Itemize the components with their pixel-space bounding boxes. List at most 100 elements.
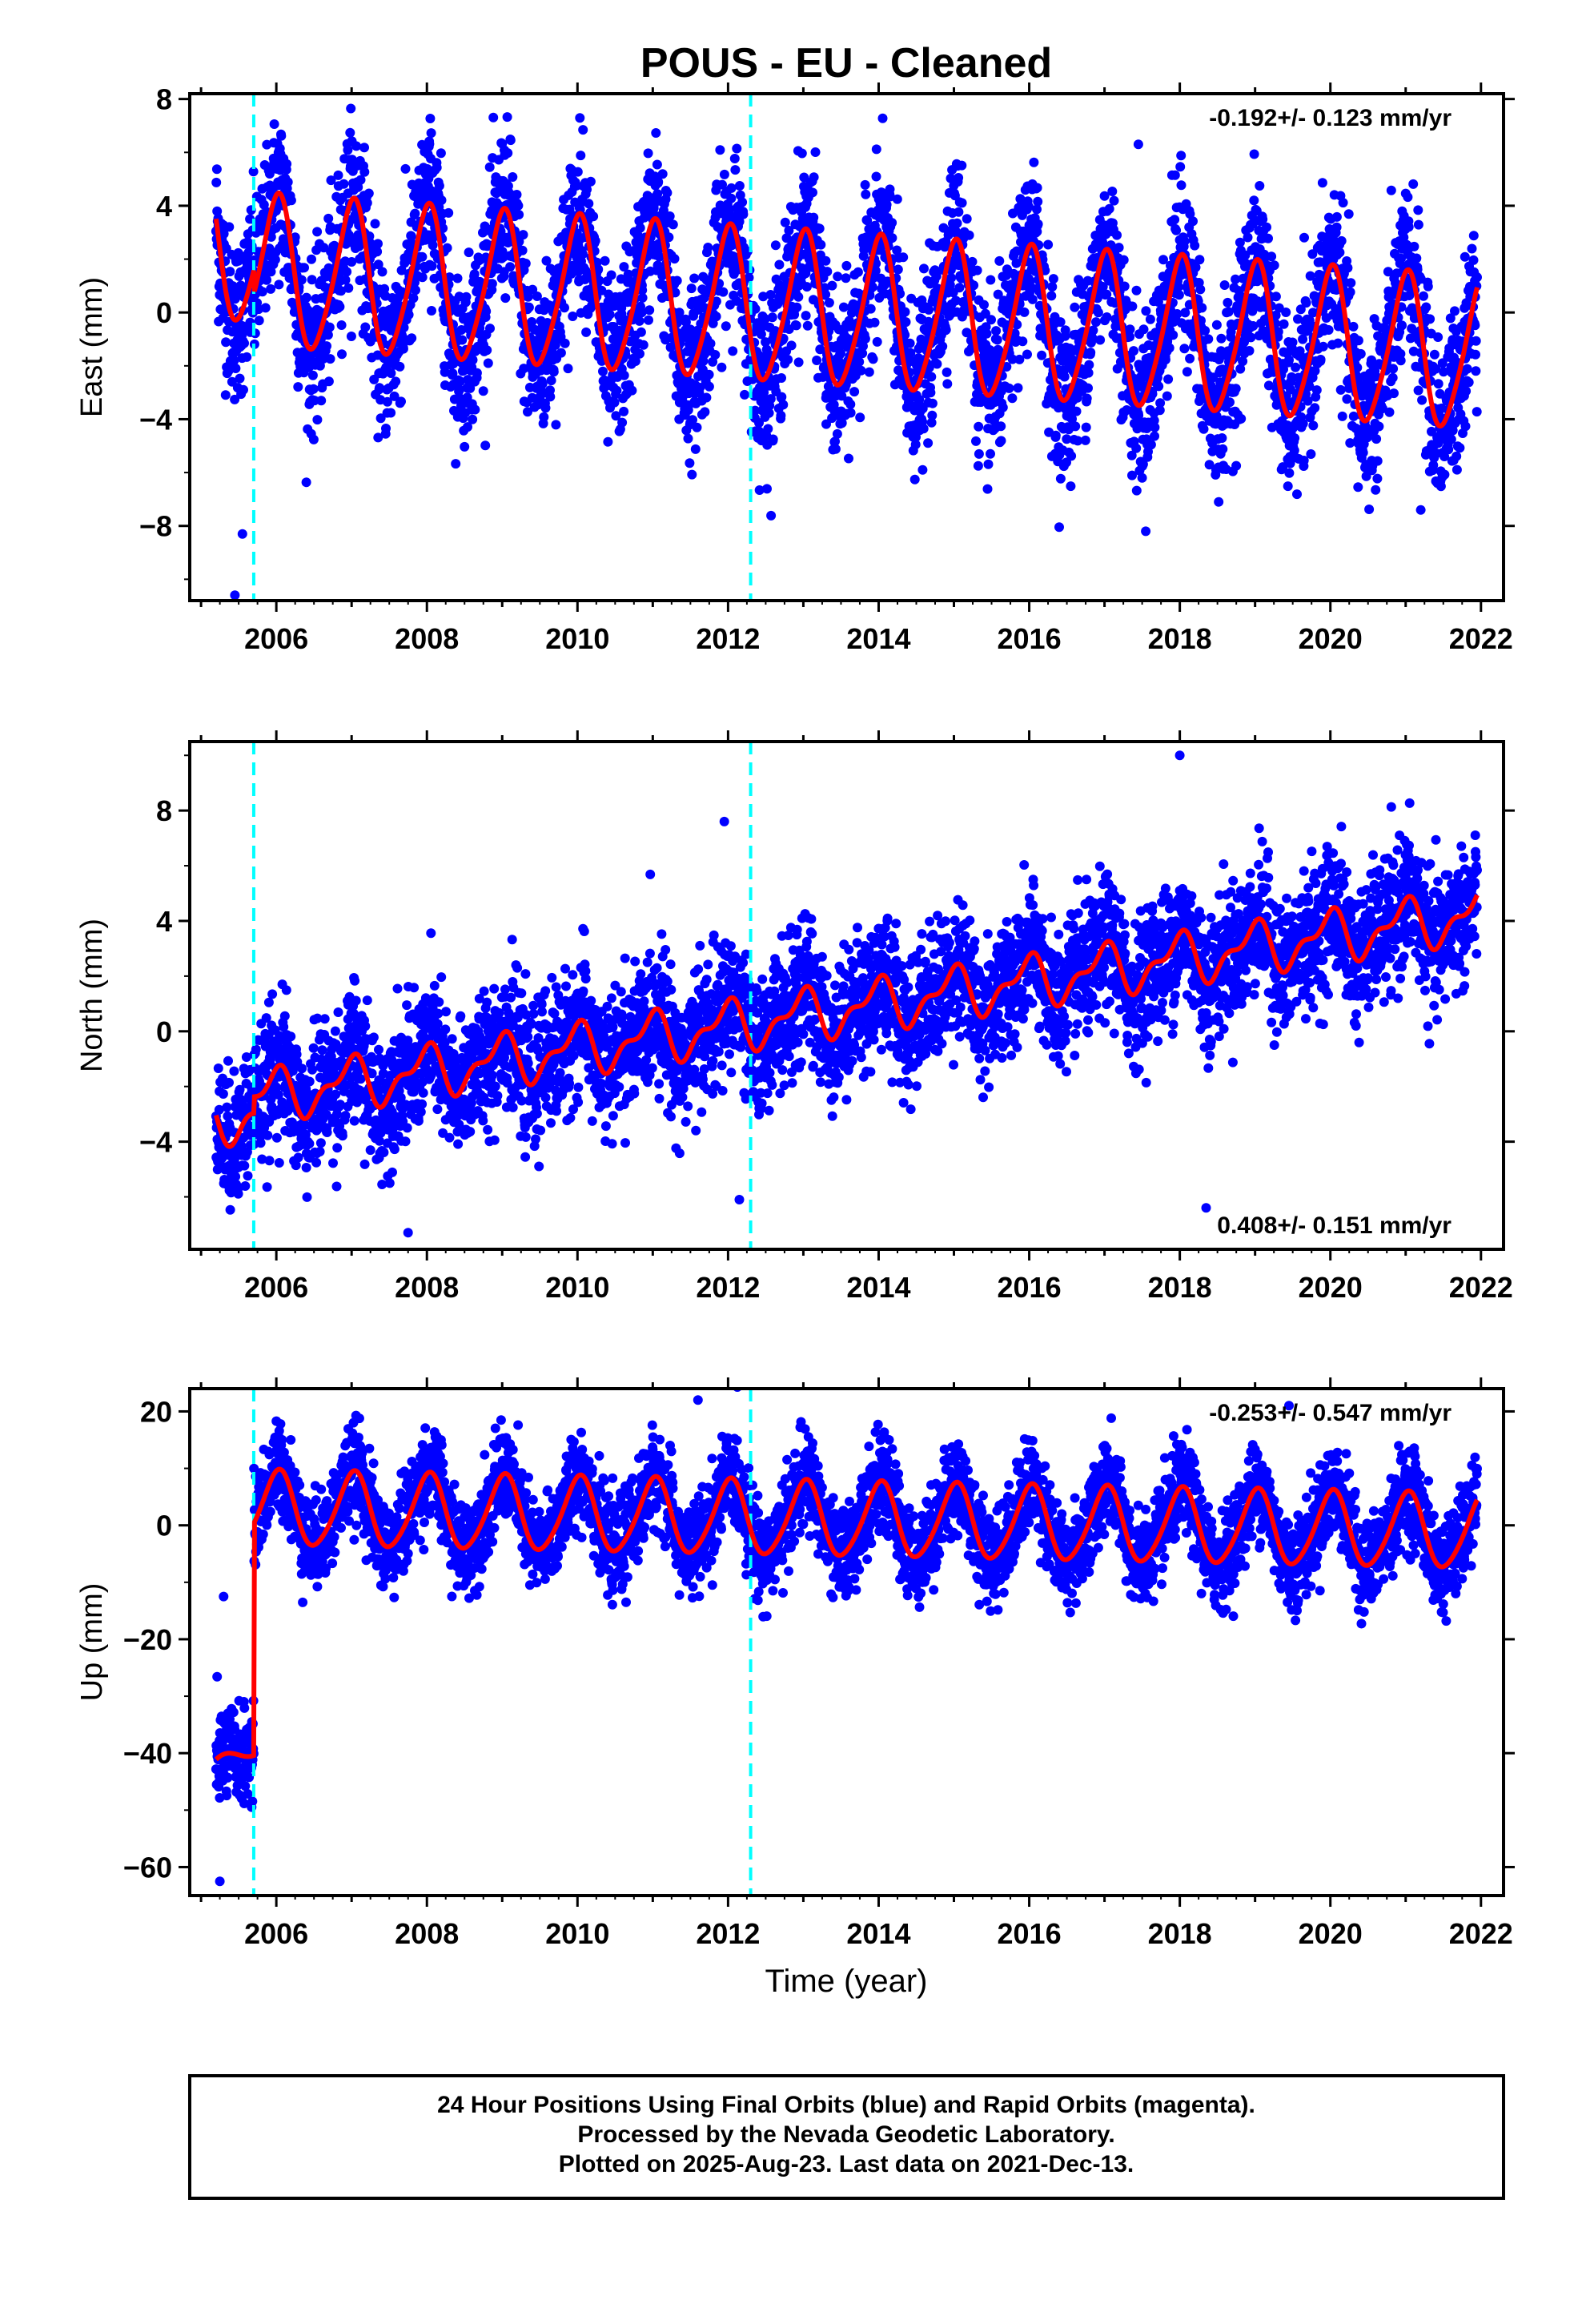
data-point bbox=[355, 175, 366, 185]
data-point bbox=[448, 368, 458, 379]
data-point bbox=[1082, 393, 1092, 404]
data-point bbox=[1027, 294, 1038, 304]
data-point bbox=[1421, 302, 1431, 312]
data-point bbox=[1335, 247, 1345, 258]
data-point bbox=[973, 460, 983, 471]
data-point bbox=[259, 199, 269, 210]
data-point bbox=[309, 396, 319, 406]
data-point bbox=[830, 444, 841, 454]
data-point bbox=[1197, 303, 1207, 313]
data-point bbox=[578, 125, 588, 135]
data-point bbox=[606, 270, 616, 280]
data-point bbox=[1018, 336, 1028, 347]
data-point bbox=[871, 171, 881, 182]
data-point bbox=[560, 338, 570, 348]
data-point bbox=[523, 407, 532, 417]
data-point bbox=[1291, 362, 1301, 372]
data-point bbox=[230, 394, 240, 404]
data-point bbox=[266, 267, 276, 277]
data-point bbox=[1471, 349, 1480, 360]
data-point bbox=[319, 243, 329, 253]
data-point bbox=[524, 302, 534, 312]
data-point bbox=[858, 341, 868, 352]
data-point bbox=[514, 210, 524, 219]
data-point bbox=[967, 256, 978, 267]
data-point bbox=[225, 267, 235, 277]
data-point bbox=[375, 383, 384, 393]
data-point bbox=[1267, 251, 1277, 262]
data-point bbox=[347, 257, 357, 267]
data-point bbox=[644, 305, 655, 316]
data-point bbox=[717, 179, 727, 190]
data-point bbox=[563, 364, 573, 374]
data-point bbox=[1342, 394, 1352, 404]
data-point bbox=[845, 408, 856, 418]
data-point bbox=[1170, 215, 1180, 225]
data-point bbox=[781, 233, 792, 243]
data-point bbox=[603, 436, 613, 447]
data-point bbox=[830, 436, 840, 447]
data-point bbox=[1408, 179, 1419, 189]
data-point bbox=[1019, 307, 1030, 317]
data-point bbox=[1374, 421, 1384, 432]
data-point bbox=[734, 181, 745, 191]
data-point bbox=[323, 330, 333, 340]
data-point bbox=[1231, 460, 1242, 471]
outlier-point bbox=[1133, 139, 1143, 150]
data-point bbox=[780, 217, 790, 227]
data-point bbox=[1179, 236, 1190, 247]
data-point bbox=[604, 309, 615, 320]
data-point bbox=[738, 209, 749, 219]
data-point bbox=[333, 170, 343, 180]
data-point bbox=[777, 373, 786, 383]
data-point bbox=[732, 143, 742, 154]
data-point bbox=[793, 292, 804, 302]
data-point bbox=[1472, 407, 1482, 417]
data-point bbox=[339, 179, 349, 189]
data-point bbox=[849, 387, 860, 397]
data-point bbox=[308, 434, 319, 444]
data-point bbox=[257, 287, 267, 297]
data-point bbox=[730, 165, 741, 175]
data-point bbox=[427, 261, 437, 271]
data-point bbox=[455, 376, 465, 387]
data-point bbox=[318, 354, 328, 364]
data-point bbox=[1223, 297, 1233, 308]
data-point bbox=[994, 255, 1005, 266]
data-point bbox=[464, 247, 474, 258]
data-point bbox=[1231, 384, 1241, 394]
data-point bbox=[870, 266, 881, 276]
data-point bbox=[523, 292, 533, 302]
data-point bbox=[460, 441, 470, 452]
data-point bbox=[862, 215, 873, 226]
data-point bbox=[336, 320, 347, 330]
data-point bbox=[619, 262, 629, 272]
data-point bbox=[360, 322, 371, 332]
data-point bbox=[923, 438, 934, 448]
data-point bbox=[809, 172, 819, 183]
data-point bbox=[893, 264, 903, 275]
data-point bbox=[1358, 448, 1368, 458]
data-point bbox=[1283, 481, 1293, 492]
data-point bbox=[1417, 395, 1427, 405]
data-point bbox=[325, 354, 335, 364]
data-point bbox=[1346, 278, 1356, 288]
data-point bbox=[918, 424, 929, 434]
data-point bbox=[1219, 280, 1230, 290]
data-point bbox=[927, 410, 938, 420]
data-point bbox=[938, 341, 948, 352]
data-point bbox=[793, 357, 804, 368]
x-tick-label: 2014 bbox=[846, 622, 910, 655]
data-point bbox=[389, 391, 400, 401]
data-point bbox=[971, 436, 981, 446]
data-point bbox=[468, 355, 478, 365]
data-point bbox=[1310, 403, 1320, 413]
data-point bbox=[230, 294, 240, 304]
data-point bbox=[815, 344, 825, 355]
data-point bbox=[750, 304, 761, 314]
data-point bbox=[373, 239, 383, 249]
data-point bbox=[765, 290, 776, 300]
data-point bbox=[998, 402, 1008, 412]
data-point bbox=[527, 317, 537, 327]
data-point bbox=[699, 292, 709, 303]
